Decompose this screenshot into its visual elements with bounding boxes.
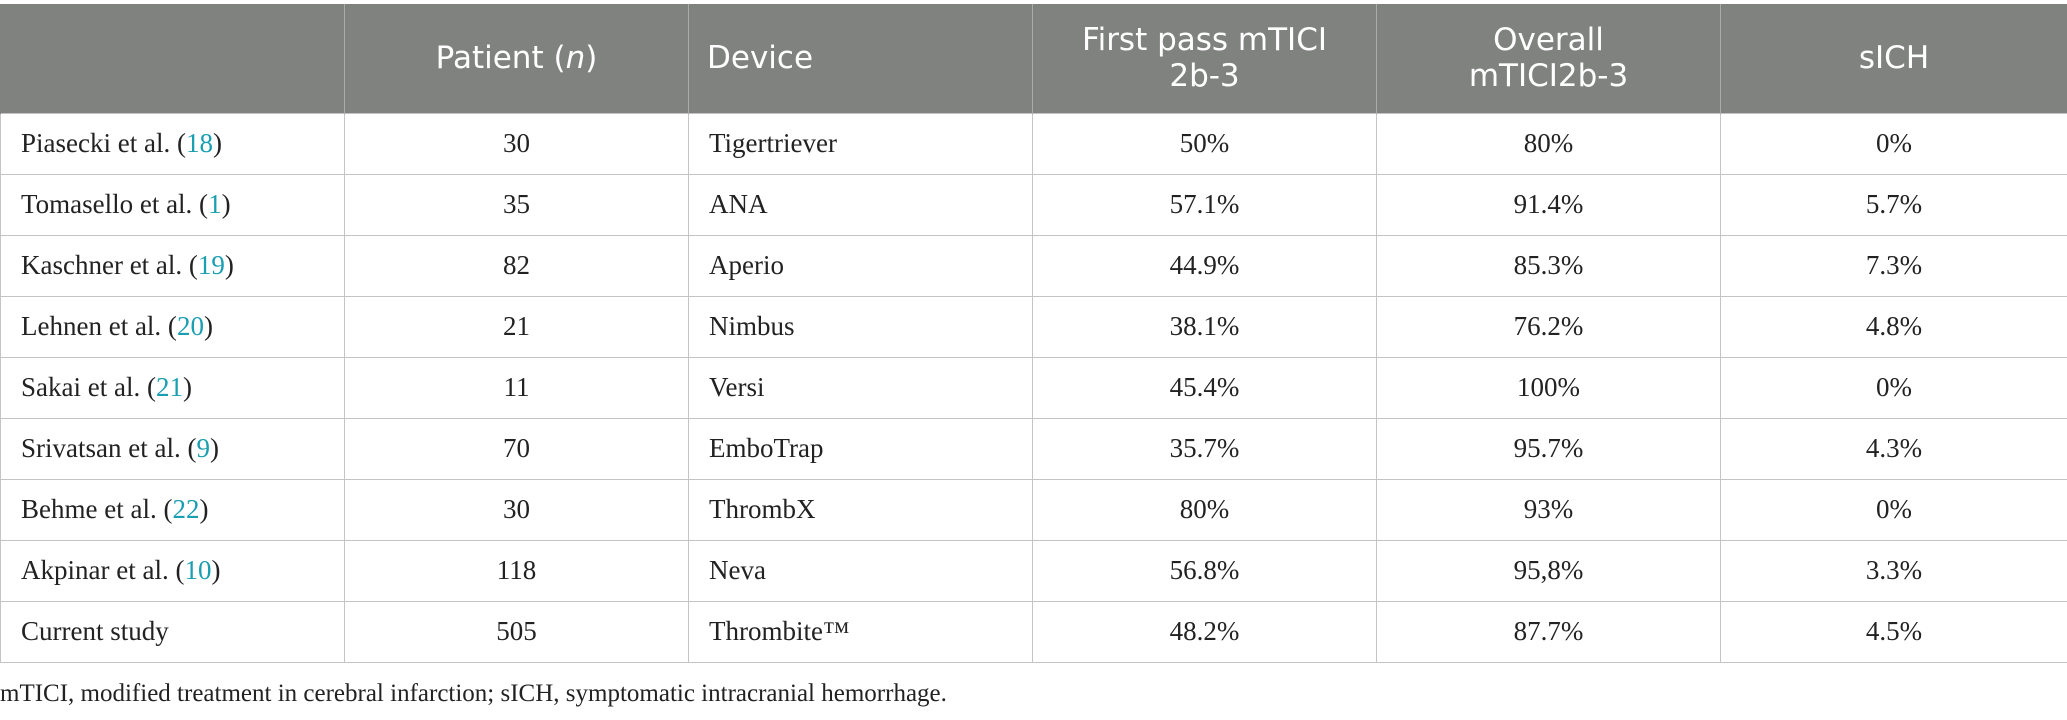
cell-sich: 3.3% [1720,539,2067,602]
cell-study: Piasecki et al. (18) [0,112,345,175]
cell-device: Tigertriever [688,112,1033,175]
citation-close: ) [199,494,209,524]
table-row: Akpinar et al. (10) 118 Neva 56.8% 95,8% 3.3% [0,539,2067,602]
cell-overall: 76.2% [1376,295,1721,358]
cell-device: ANA [688,173,1033,236]
header-first-pass: First pass mTICI 2b-3 [1032,4,1377,113]
citation-close: ) [209,433,219,463]
cell-device: Neva [688,539,1033,602]
cell-overall: 95,8% [1376,539,1721,602]
cell-overall: 87.7% [1376,600,1721,663]
cell-device: Aperio [688,234,1033,297]
cell-sich: 7.3% [1720,234,2067,297]
header-device: Device [688,4,1033,113]
study-author: Sakai et al. ( [21,372,156,402]
citation-close: ) [203,311,213,341]
cell-patients: 11 [344,356,689,419]
cell-first-pass: 35.7% [1032,417,1377,480]
citation-close: ) [182,372,192,402]
cell-study: Behme et al. (22) [0,478,345,541]
comparison-table: Patient (n) Device First pass mTICI 2b-3 … [0,4,2067,663]
study-author: Akpinar et al. ( [21,555,185,585]
table-footnote: mTICI, modified treatment in cerebral in… [0,680,947,707]
cell-study: Kaschner et al. (19) [0,234,345,297]
cell-first-pass: 50% [1032,112,1377,175]
citation-link[interactable]: 9 [196,433,210,463]
cell-patients: 21 [344,295,689,358]
cell-sich: 5.7% [1720,173,2067,236]
citation-link[interactable]: 19 [197,250,225,280]
table-row: Kaschner et al. (19) 82 Aperio 44.9% 85.3% 7.… [0,234,2067,297]
cell-study: Lehnen et al. (20) [0,295,345,358]
cell-overall: 93% [1376,478,1721,541]
study-author: Tomasello et al. ( [21,189,209,219]
citation-close: ) [221,189,231,219]
header-row: Patient (n) Device First pass mTICI 2b-3 … [0,4,2067,113]
cell-overall: 91.4% [1376,173,1721,236]
cell-device: Versi [688,356,1033,419]
table-row: Sakai et al. (21) 11 Versi 45.4% 100% 0% [0,356,2067,419]
cell-device: Thrombite™ [688,600,1033,663]
header-patient: Patient (n) [344,4,689,113]
study-author: Srivatsan et al. ( [21,433,197,463]
cell-first-pass: 56.8% [1032,539,1377,602]
cell-first-pass: 45.4% [1032,356,1377,419]
table-row: Current study 505 Thrombite™ 48.2% 87.7% 4.5% [0,600,2067,663]
study-author: Behme et al. ( [21,494,173,524]
citation-link[interactable]: 20 [176,311,204,341]
citation-link[interactable]: 10 [184,555,212,585]
cell-device: Nimbus [688,295,1033,358]
cell-sich: 0% [1720,112,2067,175]
cell-sich: 0% [1720,356,2067,419]
citation-close: ) [211,555,221,585]
table-row: Piasecki et al. (18) 30 Tigertriever 50% 80%… [0,112,2067,175]
table-header: Patient (n) Device First pass mTICI 2b-3 … [0,4,2067,113]
cell-patients: 82 [344,234,689,297]
cell-device: EmboTrap [688,417,1033,480]
header-overall: Overall mTICI2b-3 [1376,4,1721,113]
cell-patients: 35 [344,173,689,236]
cell-patients: 505 [344,600,689,663]
cell-sich: 4.5% [1720,600,2067,663]
cell-study: Akpinar et al. (10) [0,539,345,602]
study-author: Piasecki et al. ( [21,128,186,158]
cell-first-pass: 38.1% [1032,295,1377,358]
header-sich: sICH [1720,4,2067,113]
header-study [0,4,345,113]
cell-patients: 70 [344,417,689,480]
cell-patients: 30 [344,112,689,175]
citation-close: ) [212,128,222,158]
cell-study: Srivatsan et al. (9) [0,417,345,480]
cell-overall: 95.7% [1376,417,1721,480]
citation-link[interactable]: 22 [172,494,200,524]
cell-device: ThrombX [688,478,1033,541]
cell-first-pass: 44.9% [1032,234,1377,297]
cell-overall: 80% [1376,112,1721,175]
citation-link[interactable]: 1 [208,189,222,219]
cell-overall: 85.3% [1376,234,1721,297]
cell-overall: 100% [1376,356,1721,419]
cell-sich: 0% [1720,478,2067,541]
cell-patients: 118 [344,539,689,602]
cell-sich: 4.8% [1720,295,2067,358]
table-body: Piasecki et al. (18) 30 Tigertriever 50% 80%… [0,112,2067,663]
cell-sich: 4.3% [1720,417,2067,480]
table-row: Lehnen et al. (20) 21 Nimbus 38.1% 76.2% 4.8% [0,295,2067,358]
table-row: Srivatsan et al. (9) 70 EmboTrap 35.7% 95.7%… [0,417,2067,480]
cell-study: Current study [0,600,345,663]
table-row: Tomasello et al. (1) 35 ANA 57.1% 91.4% 5.7% [0,173,2067,236]
table-row: Behme et al. (22) 30 ThrombX 80% 93% 0% [0,478,2067,541]
citation-link[interactable]: 21 [155,372,183,402]
cell-study: Sakai et al. (21) [0,356,345,419]
study-author: Lehnen et al. ( [21,311,177,341]
citation-link[interactable]: 18 [185,128,213,158]
cell-first-pass: 80% [1032,478,1377,541]
cell-first-pass: 57.1% [1032,173,1377,236]
study-author: Kaschner et al. ( [21,250,198,280]
study-author: Current study [21,616,169,646]
cell-first-pass: 48.2% [1032,600,1377,663]
cell-patients: 30 [344,478,689,541]
citation-close: ) [224,250,234,280]
cell-study: Tomasello et al. (1) [0,173,345,236]
